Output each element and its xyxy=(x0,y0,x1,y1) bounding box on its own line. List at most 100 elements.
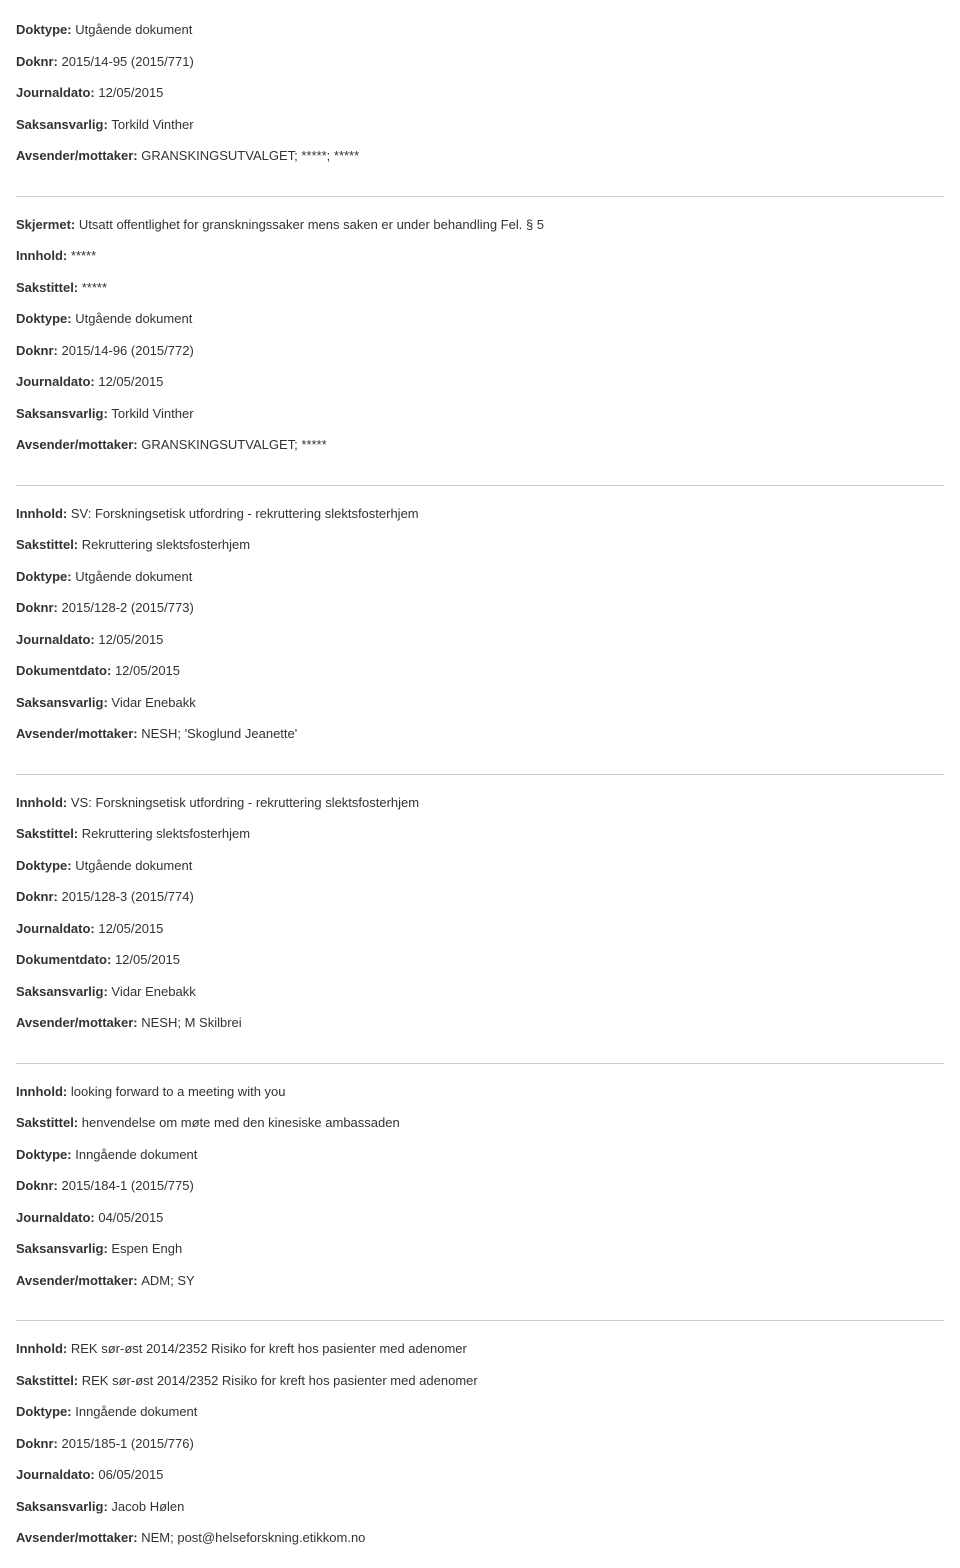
field-row: Saksansvarlig: Espen Engh xyxy=(16,1239,944,1259)
field-label-doknr: Doknr: xyxy=(16,1436,62,1451)
field-row: Doknr: 2015/128-3 (2015/774) xyxy=(16,887,944,907)
field-row: Doknr: 2015/14-96 (2015/772) xyxy=(16,341,944,361)
field-value-doknr: 2015/128-2 (2015/773) xyxy=(62,600,194,615)
field-label-saksansvarlig: Saksansvarlig: xyxy=(16,695,111,710)
field-value-saksansvarlig: Vidar Enebakk xyxy=(111,984,195,999)
field-row: Doktype: Utgående dokument xyxy=(16,856,944,876)
field-label-sakstittel: Sakstittel: xyxy=(16,1115,82,1130)
field-label-doktype: Doktype: xyxy=(16,569,75,584)
field-label-avsender: Avsender/mottaker: xyxy=(16,1530,141,1545)
field-label-journaldato: Journaldato: xyxy=(16,921,98,936)
journal-list: Doktype: Utgående dokument Doknr: 2015/14… xyxy=(16,20,944,1548)
journal-entry: Skjermet: Utsatt offentlighet for gransk… xyxy=(16,215,944,486)
field-label-saksansvarlig: Saksansvarlig: xyxy=(16,406,111,421)
field-row: Dokumentdato: 12/05/2015 xyxy=(16,661,944,681)
field-row: Doktype: Inngående dokument xyxy=(16,1402,944,1422)
field-row: Sakstittel: henvendelse om møte med den … xyxy=(16,1113,944,1133)
field-value-avsender: GRANSKINGSUTVALGET; *****; ***** xyxy=(141,148,359,163)
field-value-innhold: ***** xyxy=(71,248,96,263)
field-row: Dokumentdato: 12/05/2015 xyxy=(16,950,944,970)
field-row: Doktype: Inngående dokument xyxy=(16,1145,944,1165)
field-row: Innhold: ***** xyxy=(16,246,944,266)
field-value-saksansvarlig: Torkild Vinther xyxy=(111,117,193,132)
field-label-journaldato: Journaldato: xyxy=(16,1467,98,1482)
field-row: Innhold: VS: Forskningsetisk utfordring … xyxy=(16,793,944,813)
field-row: Avsender/mottaker: GRANSKINGSUTVALGET; *… xyxy=(16,146,944,166)
field-label-doktype: Doktype: xyxy=(16,311,75,326)
field-value-saksansvarlig: Vidar Enebakk xyxy=(111,695,195,710)
field-label-saksansvarlig: Saksansvarlig: xyxy=(16,117,111,132)
field-value-doktype: Inngående dokument xyxy=(75,1147,197,1162)
field-row: Saksansvarlig: Jacob Hølen xyxy=(16,1497,944,1517)
field-value-doknr: 2015/14-95 (2015/771) xyxy=(62,54,194,69)
field-label-innhold: Innhold: xyxy=(16,795,71,810)
field-value-dokumentdato: 12/05/2015 xyxy=(115,952,180,967)
field-value-journaldato: 06/05/2015 xyxy=(98,1467,163,1482)
journal-entry: Doktype: Utgående dokument Doknr: 2015/14… xyxy=(16,20,944,197)
field-label-doknr: Doknr: xyxy=(16,889,62,904)
field-label-journaldato: Journaldato: xyxy=(16,374,98,389)
field-row: Saksansvarlig: Torkild Vinther xyxy=(16,404,944,424)
field-row: Doktype: Utgående dokument xyxy=(16,309,944,329)
field-label-doknr: Doknr: xyxy=(16,54,62,69)
field-row: Sakstittel: ***** xyxy=(16,278,944,298)
field-label-dokumentdato: Dokumentdato: xyxy=(16,663,115,678)
field-label-doktype: Doktype: xyxy=(16,22,75,37)
field-row: Saksansvarlig: Vidar Enebakk xyxy=(16,982,944,1002)
field-value-innhold: VS: Forskningsetisk utfordring - rekrutt… xyxy=(71,795,419,810)
field-row: Skjermet: Utsatt offentlighet for gransk… xyxy=(16,215,944,235)
field-label-innhold: Innhold: xyxy=(16,1341,71,1356)
field-value-avsender: ADM; SY xyxy=(141,1273,194,1288)
field-row: Journaldato: 12/05/2015 xyxy=(16,919,944,939)
field-row: Avsender/mottaker: ADM; SY xyxy=(16,1271,944,1291)
field-label-innhold: Innhold: xyxy=(16,506,71,521)
field-value-doktype: Utgående dokument xyxy=(75,22,192,37)
field-value-avsender: NESH; 'Skoglund Jeanette' xyxy=(141,726,297,741)
field-label-saksansvarlig: Saksansvarlig: xyxy=(16,984,111,999)
field-label-saksansvarlig: Saksansvarlig: xyxy=(16,1499,111,1514)
field-value-avsender: NEM; post@helseforskning.etikkom.no xyxy=(141,1530,365,1545)
field-value-saksansvarlig: Jacob Hølen xyxy=(111,1499,184,1514)
field-value-doknr: 2015/184-1 (2015/775) xyxy=(62,1178,194,1193)
field-label-journaldato: Journaldato: xyxy=(16,85,98,100)
field-row: Saksansvarlig: Torkild Vinther xyxy=(16,115,944,135)
field-value-doknr: 2015/185-1 (2015/776) xyxy=(62,1436,194,1451)
field-label-innhold: Innhold: xyxy=(16,248,71,263)
field-row: Journaldato: 12/05/2015 xyxy=(16,372,944,392)
field-row: Journaldato: 06/05/2015 xyxy=(16,1465,944,1485)
field-label-doknr: Doknr: xyxy=(16,343,62,358)
field-label-doktype: Doktype: xyxy=(16,1147,75,1162)
journal-entry: Innhold: looking forward to a meeting wi… xyxy=(16,1082,944,1322)
field-value-doktype: Utgående dokument xyxy=(75,858,192,873)
journal-entry: Innhold: VS: Forskningsetisk utfordring … xyxy=(16,793,944,1064)
field-row: Sakstittel: REK sør-øst 2014/2352 Risiko… xyxy=(16,1371,944,1391)
field-value-journaldato: 12/05/2015 xyxy=(98,374,163,389)
field-value-journaldato: 12/05/2015 xyxy=(98,921,163,936)
field-row: Avsender/mottaker: NESH; 'Skoglund Jeane… xyxy=(16,724,944,744)
field-label-avsender: Avsender/mottaker: xyxy=(16,1015,141,1030)
field-label-innhold: Innhold: xyxy=(16,1084,71,1099)
field-label-doknr: Doknr: xyxy=(16,1178,62,1193)
field-row: Innhold: SV: Forskningsetisk utfordring … xyxy=(16,504,944,524)
journal-entry: Innhold: REK sør-øst 2014/2352 Risiko fo… xyxy=(16,1339,944,1548)
field-label-sakstittel: Sakstittel: xyxy=(16,826,82,841)
field-value-sakstittel: Rekruttering slektsfosterhjem xyxy=(82,826,250,841)
field-value-doktype: Inngående dokument xyxy=(75,1404,197,1419)
field-label-doknr: Doknr: xyxy=(16,600,62,615)
field-label-avsender: Avsender/mottaker: xyxy=(16,1273,141,1288)
field-row: Avsender/mottaker: NESH; M Skilbrei xyxy=(16,1013,944,1033)
field-label-journaldato: Journaldato: xyxy=(16,632,98,647)
field-value-innhold: looking forward to a meeting with you xyxy=(71,1084,286,1099)
field-value-doktype: Utgående dokument xyxy=(75,569,192,584)
field-value-dokumentdato: 12/05/2015 xyxy=(115,663,180,678)
field-label-saksansvarlig: Saksansvarlig: xyxy=(16,1241,111,1256)
field-label-avsender: Avsender/mottaker: xyxy=(16,726,141,741)
field-row: Avsender/mottaker: GRANSKINGSUTVALGET; *… xyxy=(16,435,944,455)
field-label-avsender: Avsender/mottaker: xyxy=(16,148,141,163)
field-label-sakstittel: Sakstittel: xyxy=(16,280,82,295)
field-value-innhold: REK sør-øst 2014/2352 Risiko for kreft h… xyxy=(71,1341,467,1356)
field-value-doktype: Utgående dokument xyxy=(75,311,192,326)
field-row: Doknr: 2015/184-1 (2015/775) xyxy=(16,1176,944,1196)
field-label-skjermet: Skjermet: xyxy=(16,217,79,232)
field-row: Doknr: 2015/14-95 (2015/771) xyxy=(16,52,944,72)
